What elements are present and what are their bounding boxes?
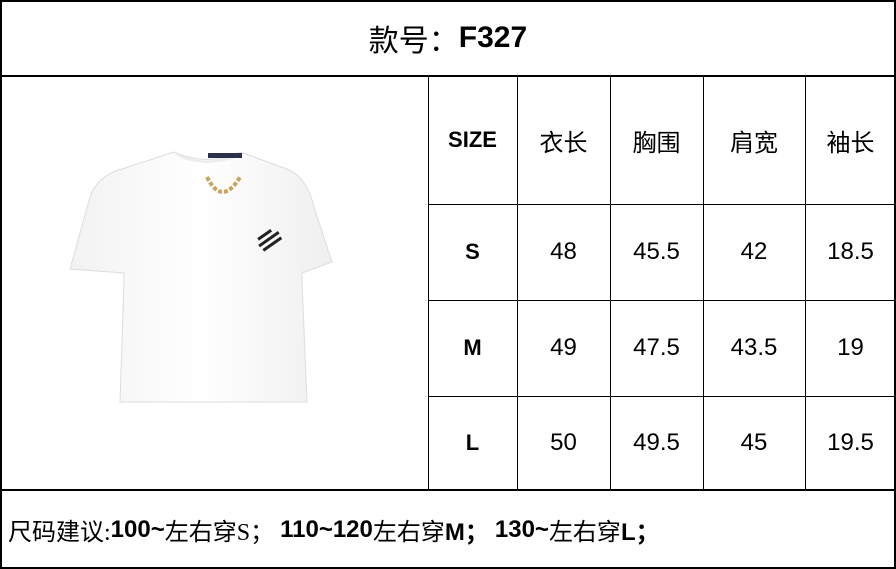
- value-cell: 19.5: [827, 429, 874, 456]
- value-cell: 45: [740, 429, 768, 456]
- size-l: L；: [620, 519, 660, 546]
- value-cell: 43.5: [730, 334, 778, 361]
- size-advice: 尺码建议: 100~ 左右穿S； 110~120 左右穿 M； 130~ 左右穿 L；: [8, 490, 660, 569]
- value-cell: 42: [740, 238, 768, 265]
- advice-l: 左右穿: [548, 520, 621, 546]
- size-cell: S: [465, 239, 480, 264]
- title-label: 款号：: [368, 25, 459, 58]
- advice-m: 左右穿: [372, 520, 445, 546]
- value-cell: 18.5: [827, 238, 874, 265]
- header-shoulder: 肩宽: [730, 130, 778, 157]
- size-cell: L: [465, 430, 480, 455]
- page-title: 款号： F327: [0, 0, 896, 76]
- range-l: 130~: [494, 515, 549, 543]
- grid-line: [517, 76, 518, 490]
- size-m: M；: [444, 519, 489, 546]
- value-cell: 19: [837, 334, 864, 361]
- divider: [0, 75, 896, 77]
- grid-line: [428, 76, 429, 490]
- value-cell: 50: [550, 429, 577, 456]
- value-cell: 49: [550, 334, 577, 361]
- grid-line: [610, 76, 611, 490]
- size-cell: M: [463, 335, 482, 360]
- value-cell: 45.5: [633, 238, 680, 265]
- grid-line: [428, 300, 896, 301]
- range-m: 110~120: [280, 515, 373, 543]
- grid-line: [428, 204, 896, 205]
- grid-line: [805, 76, 806, 490]
- advice-s: 左右穿S；: [164, 520, 275, 546]
- grid-line: [703, 76, 704, 490]
- value-cell: 47.5: [633, 334, 680, 361]
- value-cell: 48: [550, 238, 577, 265]
- divider: [0, 489, 896, 491]
- value-cell: 49.5: [633, 429, 680, 456]
- range-s: 100~: [110, 515, 165, 543]
- style-code: F327: [458, 21, 528, 54]
- header-size: SIZE: [448, 127, 497, 152]
- advice-label: 尺码建议:: [8, 520, 111, 546]
- product-image: [2, 77, 428, 489]
- header-chest: 胸围: [632, 130, 681, 157]
- header-sleeve: 袖长: [826, 130, 875, 157]
- header-length: 衣长: [539, 130, 588, 157]
- grid-line: [428, 396, 896, 397]
